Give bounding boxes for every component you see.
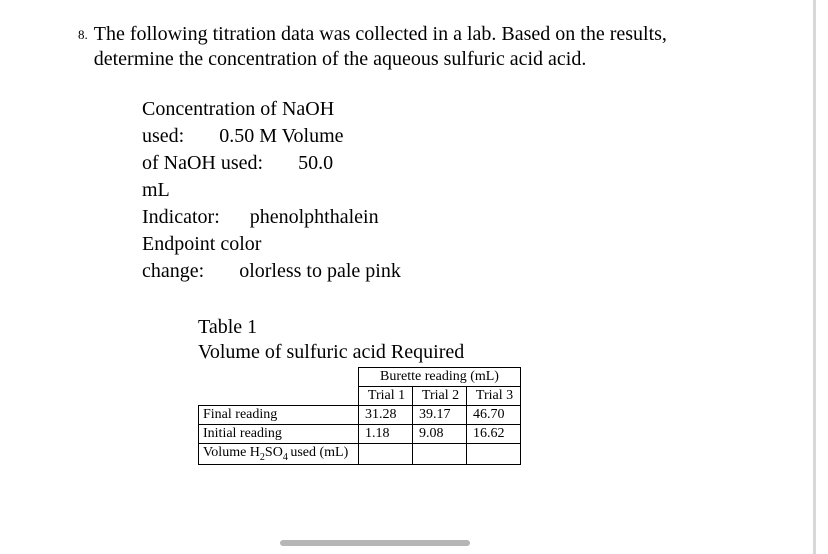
info-text: Endpoint color	[142, 233, 261, 255]
horizontal-scrollbar[interactable]	[280, 540, 470, 546]
table-row: Initial reading 1.18 9.08 16.62	[199, 425, 521, 444]
info-text: used:	[142, 125, 184, 147]
cell: 39.17	[413, 406, 467, 425]
cell: 31.28	[359, 406, 413, 425]
info-value: olorless to pale pink	[239, 260, 401, 282]
given-info: Concentration of NaOH used: 0.50 M Volum…	[142, 96, 717, 285]
info-text: Concentration of NaOH	[142, 98, 334, 120]
table-section: Table 1 Volume of sulfuric acid Required…	[198, 315, 717, 465]
row-label: Volume H2SO4 used (mL)	[199, 444, 359, 465]
empty-cell	[199, 368, 359, 406]
info-value: 0.50 M Volume	[219, 125, 343, 147]
label-part: Volume H	[203, 445, 260, 460]
info-value: phenolphthalein	[250, 206, 379, 228]
table-row: Burette reading (mL)	[199, 368, 521, 387]
info-line: Indicator: phenolphthalein	[142, 204, 717, 231]
cell: 16.62	[467, 425, 521, 444]
cell	[467, 444, 521, 465]
info-text: Indicator:	[142, 206, 220, 228]
info-value: 50.0	[298, 152, 333, 174]
cell	[413, 444, 467, 465]
cell: 46.70	[467, 406, 521, 425]
vertical-scrollbar[interactable]	[813, 0, 816, 554]
question-text: The following titration data was collect…	[94, 22, 717, 72]
table-row: Volume H2SO4 used (mL)	[199, 444, 521, 465]
info-line: of NaOH used: 50.0	[142, 150, 717, 177]
info-text: change:	[142, 260, 204, 282]
table-caption: Table 1 Volume of sulfuric acid Required	[198, 315, 717, 365]
trial-header: Trial 1	[359, 387, 413, 406]
row-label: Initial reading	[199, 425, 359, 444]
info-line: change: olorless to pale pink	[142, 258, 717, 285]
info-line: used: 0.50 M Volume	[142, 123, 717, 150]
cell: 9.08	[413, 425, 467, 444]
label-part: SO	[265, 445, 283, 460]
question-number: 8.	[78, 22, 88, 43]
question-block: 8. The following titration data was coll…	[78, 22, 717, 72]
trial-header: Trial 3	[467, 387, 521, 406]
burette-header: Burette reading (mL)	[359, 368, 521, 387]
trial-header: Trial 2	[413, 387, 467, 406]
info-line: Endpoint color	[142, 231, 717, 258]
table-row: Final reading 31.28 39.17 46.70	[199, 406, 521, 425]
info-line: mL	[142, 177, 717, 204]
cell: 1.18	[359, 425, 413, 444]
page-content: 8. The following titration data was coll…	[0, 0, 795, 465]
table-caption-line: Volume of sulfuric acid Required	[198, 341, 464, 363]
titration-table: Burette reading (mL) Trial 1 Trial 2 Tri…	[198, 367, 521, 465]
table-caption-line: Table 1	[198, 316, 257, 338]
cell	[359, 444, 413, 465]
label-part: used (mL)	[290, 445, 348, 460]
info-line: Concentration of NaOH	[142, 96, 717, 123]
info-text: mL	[142, 179, 170, 201]
row-label: Final reading	[199, 406, 359, 425]
info-text: of NaOH used:	[142, 152, 263, 174]
